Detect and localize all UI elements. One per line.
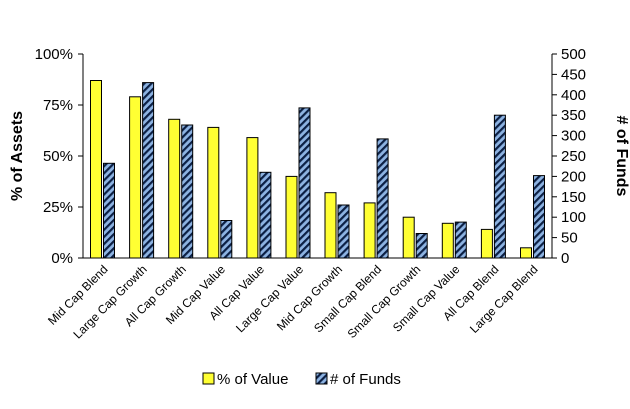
bar-num-funds bbox=[103, 162, 115, 259]
y-right-tick-label: 100 bbox=[561, 209, 586, 226]
bar-pct-value bbox=[520, 247, 532, 259]
bar-pct-value bbox=[207, 126, 220, 259]
bar-pct-value bbox=[363, 202, 376, 259]
bar-num-funds bbox=[493, 114, 506, 259]
x-tick-label: Large Cap Value bbox=[233, 262, 306, 335]
y-left-tick-label: 50% bbox=[43, 148, 73, 165]
x-tick-label: Large Cap Growth bbox=[70, 262, 149, 341]
bar-pct-value bbox=[441, 222, 454, 259]
bar-pct-value bbox=[129, 96, 142, 259]
bar-num-funds bbox=[415, 233, 428, 259]
bar-num-funds bbox=[337, 204, 350, 259]
y-right-tick-label: 400 bbox=[561, 87, 586, 104]
legend-label-pct-value: % of Value bbox=[217, 371, 288, 388]
legend-swatch-pct-value bbox=[202, 372, 215, 385]
y-right-axis-title: # of Funds bbox=[613, 116, 630, 197]
y-left-tick-label: 0% bbox=[51, 250, 73, 267]
y-left-tick-label: 25% bbox=[43, 199, 73, 216]
legend: % of Value # of Funds bbox=[202, 371, 401, 388]
bar-pct-value bbox=[324, 192, 337, 259]
bar-num-funds bbox=[142, 82, 155, 259]
bar-pct-value bbox=[285, 175, 298, 259]
bar-pct-value bbox=[246, 137, 259, 259]
bar-pct-value bbox=[90, 80, 102, 259]
y-left-tick-label: 75% bbox=[43, 97, 73, 114]
y-right-tick-label: 250 bbox=[561, 148, 586, 165]
bar-pct-value bbox=[480, 228, 493, 259]
bar-num-funds bbox=[454, 221, 467, 259]
legend-label-num-funds: # of Funds bbox=[330, 371, 401, 388]
x-tick-label: Small Cap Value bbox=[390, 262, 463, 335]
bar-pct-value bbox=[402, 216, 415, 259]
legend-swatch-num-funds bbox=[315, 372, 328, 385]
y-right-tick-label: 500 bbox=[561, 46, 586, 63]
bars-layer bbox=[90, 80, 545, 259]
y-right-tick-label: 0 bbox=[561, 250, 569, 267]
x-tick-label: Small Cap Blend bbox=[311, 262, 384, 335]
bar-num-funds bbox=[376, 138, 389, 259]
bar-num-funds bbox=[259, 171, 272, 259]
x-tick-label: Large Cap Blend bbox=[467, 262, 541, 336]
y-left-tick-label: 100% bbox=[35, 46, 73, 63]
bar-num-funds bbox=[181, 124, 194, 259]
bar-num-funds bbox=[533, 175, 545, 259]
y-right-tick-label: 350 bbox=[561, 107, 586, 124]
bar-num-funds bbox=[298, 107, 311, 259]
y-right-tick-label: 50 bbox=[561, 230, 578, 247]
y-right-tick-label: 150 bbox=[561, 189, 586, 206]
axes-layer bbox=[78, 53, 557, 259]
bar-num-funds bbox=[220, 220, 233, 259]
y-right-tick-label: 200 bbox=[561, 168, 586, 185]
y-right-tick-label: 300 bbox=[561, 128, 586, 145]
y-right-tick-label: 450 bbox=[561, 66, 586, 83]
y-left-axis-title: % of Assets bbox=[9, 111, 26, 201]
x-tick-label: Small Cap Growth bbox=[345, 262, 424, 341]
bar-pct-value bbox=[168, 118, 181, 259]
